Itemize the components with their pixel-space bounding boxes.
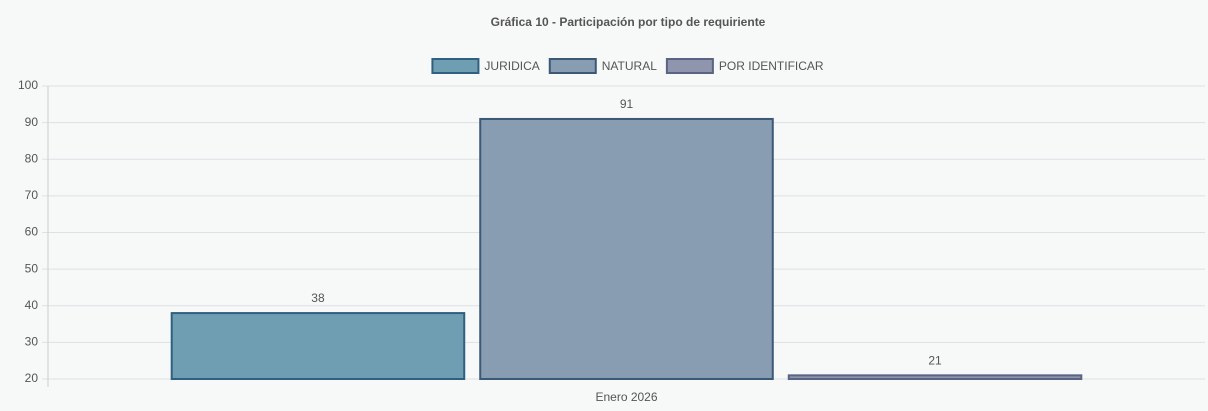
y-tick-label: 100 bbox=[18, 78, 38, 92]
y-tick-label: 90 bbox=[25, 115, 39, 129]
y-tick-label: 50 bbox=[25, 261, 39, 275]
data-label: 91 bbox=[620, 97, 634, 111]
legend-label: POR IDENTIFICAR bbox=[719, 59, 824, 73]
legend-label: JURIDICA bbox=[484, 59, 539, 73]
y-tick-label: 40 bbox=[25, 298, 39, 312]
x-tick-label: Enero 2026 bbox=[595, 390, 657, 404]
chart-title: Gráfica 10 - Participación por tipo de r… bbox=[491, 15, 766, 29]
bar bbox=[787, 374, 1083, 380]
data-label: 38 bbox=[311, 291, 325, 305]
bar bbox=[170, 312, 466, 381]
y-tick-label: 20 bbox=[25, 371, 39, 385]
y-tick-label: 80 bbox=[25, 151, 39, 165]
y-tick-label: 60 bbox=[25, 225, 39, 239]
y-tick-label: 70 bbox=[25, 188, 39, 202]
legend-swatch bbox=[665, 58, 714, 74]
legend-swatch bbox=[431, 58, 480, 74]
data-label: 21 bbox=[928, 354, 942, 368]
legend-label: NATURAL bbox=[602, 59, 657, 73]
bar bbox=[479, 117, 774, 381]
legend-swatch bbox=[548, 58, 597, 74]
y-tick-label: 30 bbox=[25, 335, 39, 349]
